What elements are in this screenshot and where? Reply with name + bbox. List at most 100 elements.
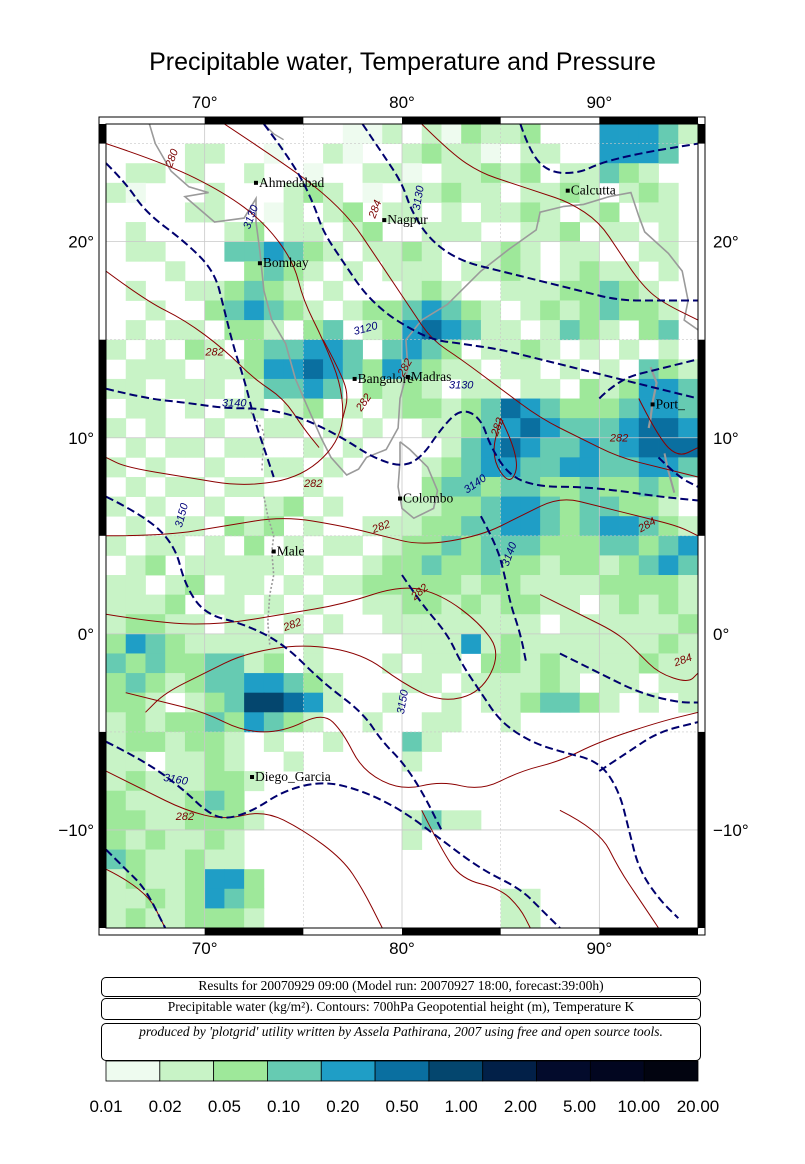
pw-cell: [500, 476, 521, 497]
pw-cell: [461, 614, 482, 635]
pw-cell: [323, 339, 344, 360]
pw-cell: [599, 653, 620, 674]
pw-cell: [619, 614, 640, 635]
pw-cell: [224, 241, 245, 262]
pw-cell: [520, 359, 541, 380]
pw-cell: [599, 222, 620, 243]
pw-cell: [441, 320, 462, 341]
pw-cell: [323, 731, 344, 752]
pw-cell: [184, 378, 206, 399]
pw-cell: [461, 575, 482, 596]
city-label-bangalore: Bangalore: [358, 371, 413, 386]
pw-cell: [579, 378, 600, 399]
pw-cell: [599, 320, 620, 341]
pw-cell: [165, 633, 186, 654]
pw-cell: [658, 516, 679, 537]
pw-cell: [480, 378, 502, 399]
pw-cell: [559, 437, 580, 458]
pw-cell: [678, 378, 698, 399]
pw-cell: [441, 594, 462, 615]
pw-cell: [638, 457, 659, 478]
pw-cell: [579, 496, 600, 517]
pw-cell: [323, 143, 344, 164]
geopotential-contour: [106, 387, 698, 502]
pw-cell: [184, 673, 206, 694]
pw-cell: [461, 496, 482, 517]
pw-cell: [224, 222, 245, 243]
pw-cell: [461, 535, 482, 556]
pw-cell: [224, 516, 245, 537]
pw-cell: [263, 692, 284, 713]
maldives: [263, 496, 275, 646]
pw-cell: [421, 653, 442, 674]
pw-cell: [559, 418, 580, 439]
pw-cell: [441, 535, 462, 556]
pw-cell: [145, 359, 166, 380]
pw-cell: [224, 712, 245, 733]
pw-cell: [342, 124, 363, 145]
pw-cell: [421, 359, 442, 380]
frame-segment-bottom: [402, 928, 501, 935]
pw-cell: [402, 241, 423, 262]
pw-cell: [204, 908, 225, 928]
pw-cell: [402, 280, 423, 301]
pw-cell: [244, 810, 265, 831]
pw-cell: [559, 222, 580, 243]
pw-cell: [362, 359, 383, 380]
pw-cell: [106, 653, 127, 674]
pw-cell: [283, 575, 304, 596]
pw-cell: [165, 712, 186, 733]
pw-cell: [224, 673, 245, 694]
pw-cell: [678, 575, 698, 596]
pw-cell: [579, 320, 600, 341]
pw-cell: [658, 222, 679, 243]
pw-cell: [263, 594, 284, 615]
pw-cell: [421, 712, 442, 733]
pw-cell: [125, 692, 146, 713]
pw-cell: [579, 535, 600, 556]
pw-cell: [638, 692, 659, 713]
geopotential-contour: [106, 848, 167, 928]
pw-cell: [599, 516, 620, 537]
pw-cell: [421, 320, 442, 341]
pw-cell: [145, 849, 166, 870]
pw-cell: [638, 516, 659, 537]
pw-cell: [106, 712, 127, 733]
pw-cell: [678, 555, 698, 576]
pw-cell: [461, 398, 482, 419]
city-label-bombay: Bombay: [263, 255, 309, 270]
pw-cell: [559, 359, 580, 380]
pw-cell: [244, 633, 265, 654]
pw-cell: [303, 712, 324, 733]
pw-cell: [441, 712, 462, 733]
pw-cell: [165, 516, 186, 537]
pw-cell: [480, 535, 502, 556]
bottom-lon-label: 80°: [389, 939, 415, 958]
pw-cell: [638, 418, 659, 439]
pw-cell: [224, 437, 245, 458]
pw-cell: [619, 143, 640, 164]
pw-cell: [382, 653, 403, 674]
pw-cell: [263, 496, 284, 517]
right-lat-label: 10°: [713, 429, 739, 448]
pw-cell: [461, 633, 482, 654]
pw-cell: [224, 849, 245, 870]
pw-cell: [125, 241, 146, 262]
pw-cell: [579, 241, 600, 262]
pw-cell: [244, 378, 265, 399]
pw-cell: [520, 908, 541, 928]
frame-segment-left: [99, 339, 106, 536]
pw-cell: [184, 280, 206, 301]
geopotential-contour: [657, 456, 698, 488]
pw-cell: [263, 555, 284, 576]
pw-cell: [678, 457, 698, 478]
pw-cell: [342, 437, 363, 458]
pw-cell: [145, 771, 166, 792]
pw-cell: [382, 202, 403, 223]
pw-cell: [520, 535, 541, 556]
pw-cell: [224, 731, 245, 752]
pw-cell: [224, 692, 245, 713]
pw-cell: [579, 692, 600, 713]
pw-cell: [500, 712, 521, 733]
city-label-nagpur: Nagpur: [387, 212, 428, 227]
